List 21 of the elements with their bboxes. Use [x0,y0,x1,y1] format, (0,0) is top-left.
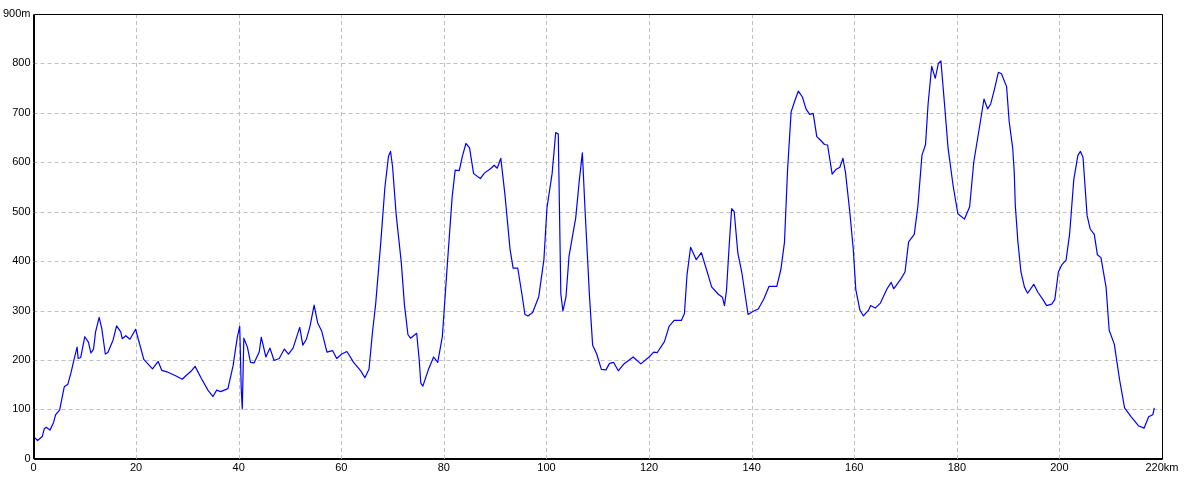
y-tick-label: 100 [12,402,31,415]
x-tick-label: 200 [1050,461,1069,474]
y-tick-label: 200 [12,352,31,365]
x-tick-label: 100 [537,461,556,474]
y-tick-label: 0 [24,451,31,464]
x-tick-label: 60 [335,461,348,474]
y-tick-label: 400 [12,254,31,267]
x-tick-label: 40 [232,461,245,474]
y-tick-label: 600 [12,155,31,168]
x-tick-label: 160 [845,461,864,474]
y-tick-label: 300 [12,303,31,316]
x-tick-label: 220km [1145,461,1179,474]
y-tick-label: 500 [12,204,31,217]
x-tick-label: 180 [947,461,966,474]
y-tick-label: 800 [12,56,31,69]
x-tick-label: 140 [742,461,761,474]
x-tick-label: 20 [129,461,143,474]
x-tick-label: 80 [437,461,450,474]
y-tick-label: 700 [12,105,31,118]
x-tick-label: 120 [639,461,659,474]
y-tick-label: 900m [2,7,31,20]
